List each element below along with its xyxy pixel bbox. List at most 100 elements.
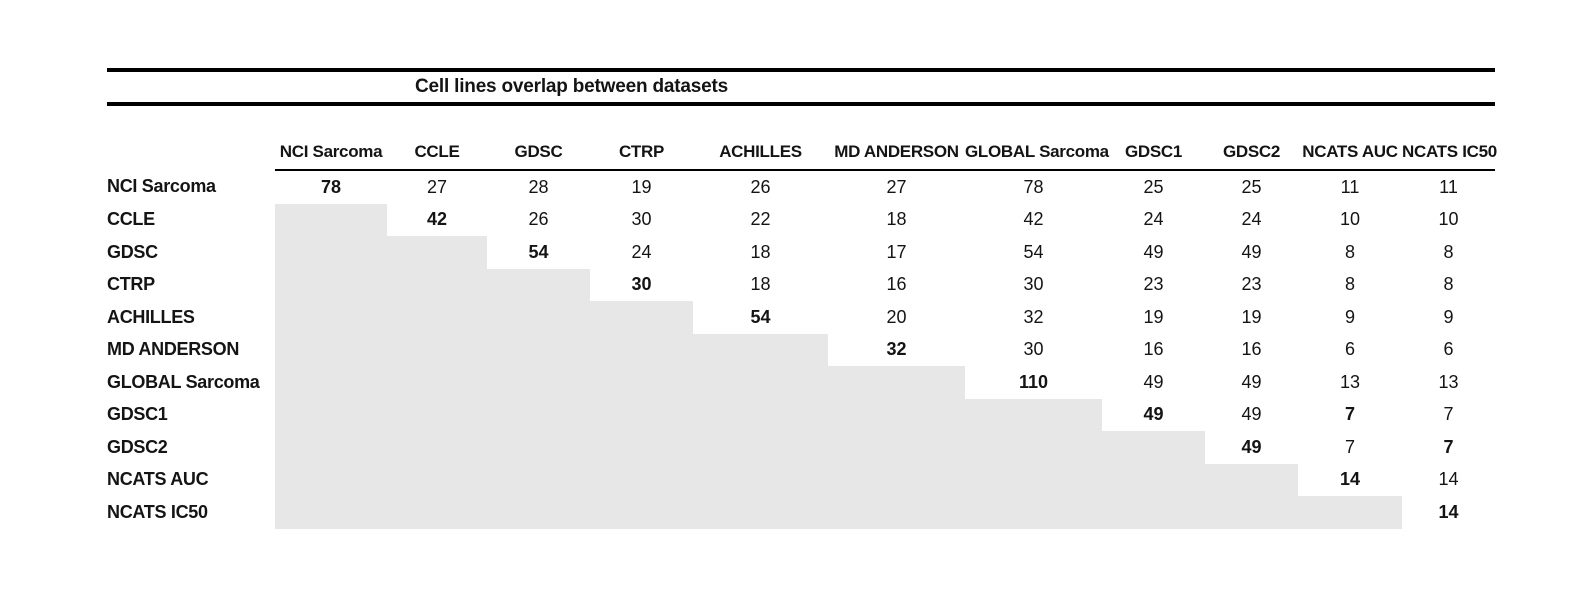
shaded-cell [828, 431, 965, 464]
overlap-cell: 32 [886, 339, 907, 360]
overlap-cell: 6 [1443, 339, 1454, 360]
overlap-cell: 110 [1018, 371, 1049, 392]
column-header-achilles: ACHILLES [693, 142, 828, 171]
overlap-cell: 54 [528, 241, 549, 262]
shaded-cell [387, 431, 487, 464]
overlap-cell: 25 [1241, 176, 1262, 197]
row-label-ncats-ic50: NCATS IC50 [107, 501, 208, 522]
shaded-cell [487, 333, 590, 366]
shaded-cell [965, 398, 1102, 431]
overlap-cell: 49 [1143, 241, 1164, 262]
table-row-achilles: ACHILLES 54 20 32 19 19 9 9 [107, 301, 1495, 334]
overlap-cell: 32 [1023, 306, 1044, 327]
overlap-cell: 28 [528, 176, 549, 197]
overlap-cell: 49 [1143, 404, 1164, 425]
shaded-cell [693, 496, 828, 529]
shaded-cell [590, 366, 693, 399]
shaded-cell [275, 496, 387, 529]
overlap-cell: 23 [1241, 274, 1262, 295]
shaded-cell [275, 236, 387, 269]
row-label-ncats-auc: NCATS AUC [107, 469, 209, 490]
overlap-cell: 18 [750, 241, 771, 262]
header-top-rule [107, 102, 1495, 106]
shaded-cell [693, 463, 828, 496]
shaded-cell [387, 398, 487, 431]
overlap-cell: 7 [1443, 436, 1454, 457]
overlap-cell: 6 [1344, 339, 1355, 360]
overlap-cell: 23 [1143, 274, 1164, 295]
shaded-cell [1102, 431, 1205, 464]
overlap-cell: 9 [1443, 306, 1454, 327]
overlap-cell: 25 [1143, 176, 1164, 197]
shaded-cell [693, 398, 828, 431]
overlap-cell: 18 [886, 209, 907, 230]
column-header-gdsc1: GDSC1 [1102, 142, 1205, 171]
shaded-cell [487, 496, 590, 529]
overlap-cell: 10 [1339, 209, 1361, 230]
shaded-cell [590, 398, 693, 431]
shaded-cell [275, 398, 387, 431]
shaded-cell [1205, 496, 1298, 529]
overlap-cell: 13 [1438, 371, 1459, 392]
column-header-ccle: CCLE [387, 142, 487, 171]
table-title: Cell lines overlap between datasets [415, 76, 728, 97]
overlap-cell: 19 [1143, 306, 1164, 327]
overlap-cell: 16 [886, 274, 907, 295]
row-label-global-sarcoma: GLOBAL Sarcoma [107, 371, 260, 392]
overlap-cell: 8 [1344, 274, 1355, 295]
shaded-cell [590, 431, 693, 464]
overlap-cell: 20 [886, 306, 907, 327]
shaded-cell [275, 203, 387, 236]
shaded-cell [387, 268, 487, 301]
overlap-cell: 49 [1241, 436, 1262, 457]
shaded-cell [487, 301, 590, 334]
column-header-ncats-auc: NCATS AUC [1298, 142, 1402, 171]
shaded-cell [487, 366, 590, 399]
table-row-ncats-auc: NCATS AUC 14 14 [107, 463, 1495, 496]
row-label-gdsc1: GDSC1 [107, 404, 168, 425]
table-row-ccle: CCLE 42 26 30 22 18 42 24 24 10 10 [107, 203, 1495, 236]
overlap-cell: 22 [750, 209, 771, 230]
overlap-cell: 17 [886, 241, 907, 262]
row-label-achilles: ACHILLES [107, 306, 195, 327]
shaded-cell [387, 496, 487, 529]
shaded-cell [1102, 496, 1205, 529]
shaded-cell [275, 301, 387, 334]
shaded-cell [275, 268, 387, 301]
corner-cell [107, 142, 275, 170]
overlap-cell: 14 [1438, 501, 1459, 522]
table-row-global-sarcoma: GLOBAL Sarcoma 110 49 49 13 13 [107, 366, 1495, 399]
overlap-cell: 24 [1143, 209, 1164, 230]
shaded-cell [828, 463, 965, 496]
row-label-gdsc: GDSC [107, 241, 158, 262]
shaded-cell [487, 268, 590, 301]
overlap-cell: 7 [1443, 404, 1454, 425]
row-label-ccle: CCLE [107, 209, 155, 230]
overlap-cell: 14 [1339, 469, 1361, 490]
overlap-cell: 30 [631, 274, 652, 295]
overlap-cell: 49 [1241, 241, 1262, 262]
overlap-cell: 19 [1241, 306, 1262, 327]
shaded-cell [693, 366, 828, 399]
shaded-cell [965, 496, 1102, 529]
shaded-cell [275, 366, 387, 399]
overlap-cell: 27 [426, 176, 448, 197]
overlap-cell: 19 [631, 176, 652, 197]
overlap-cell: 26 [528, 209, 549, 230]
overlap-cell: 16 [1143, 339, 1164, 360]
overlap-cell: 30 [631, 209, 652, 230]
table-row-md-anderson: MD ANDERSON 32 30 16 16 6 6 [107, 333, 1495, 366]
title-band: Cell lines overlap between datasets [107, 72, 1495, 102]
overlap-cell: 9 [1344, 306, 1355, 327]
column-header-gdsc: GDSC [487, 142, 590, 171]
shaded-cell [828, 366, 965, 399]
overlap-cell: 24 [631, 241, 652, 262]
shaded-cell [828, 398, 965, 431]
shaded-cell [487, 463, 590, 496]
shaded-cell [1205, 463, 1298, 496]
shaded-cell [590, 463, 693, 496]
overlap-cell: 78 [320, 176, 342, 197]
row-label-nci-sarcoma: NCI Sarcoma [107, 176, 216, 197]
overlap-cell: 13 [1339, 371, 1361, 392]
shaded-cell [590, 301, 693, 334]
